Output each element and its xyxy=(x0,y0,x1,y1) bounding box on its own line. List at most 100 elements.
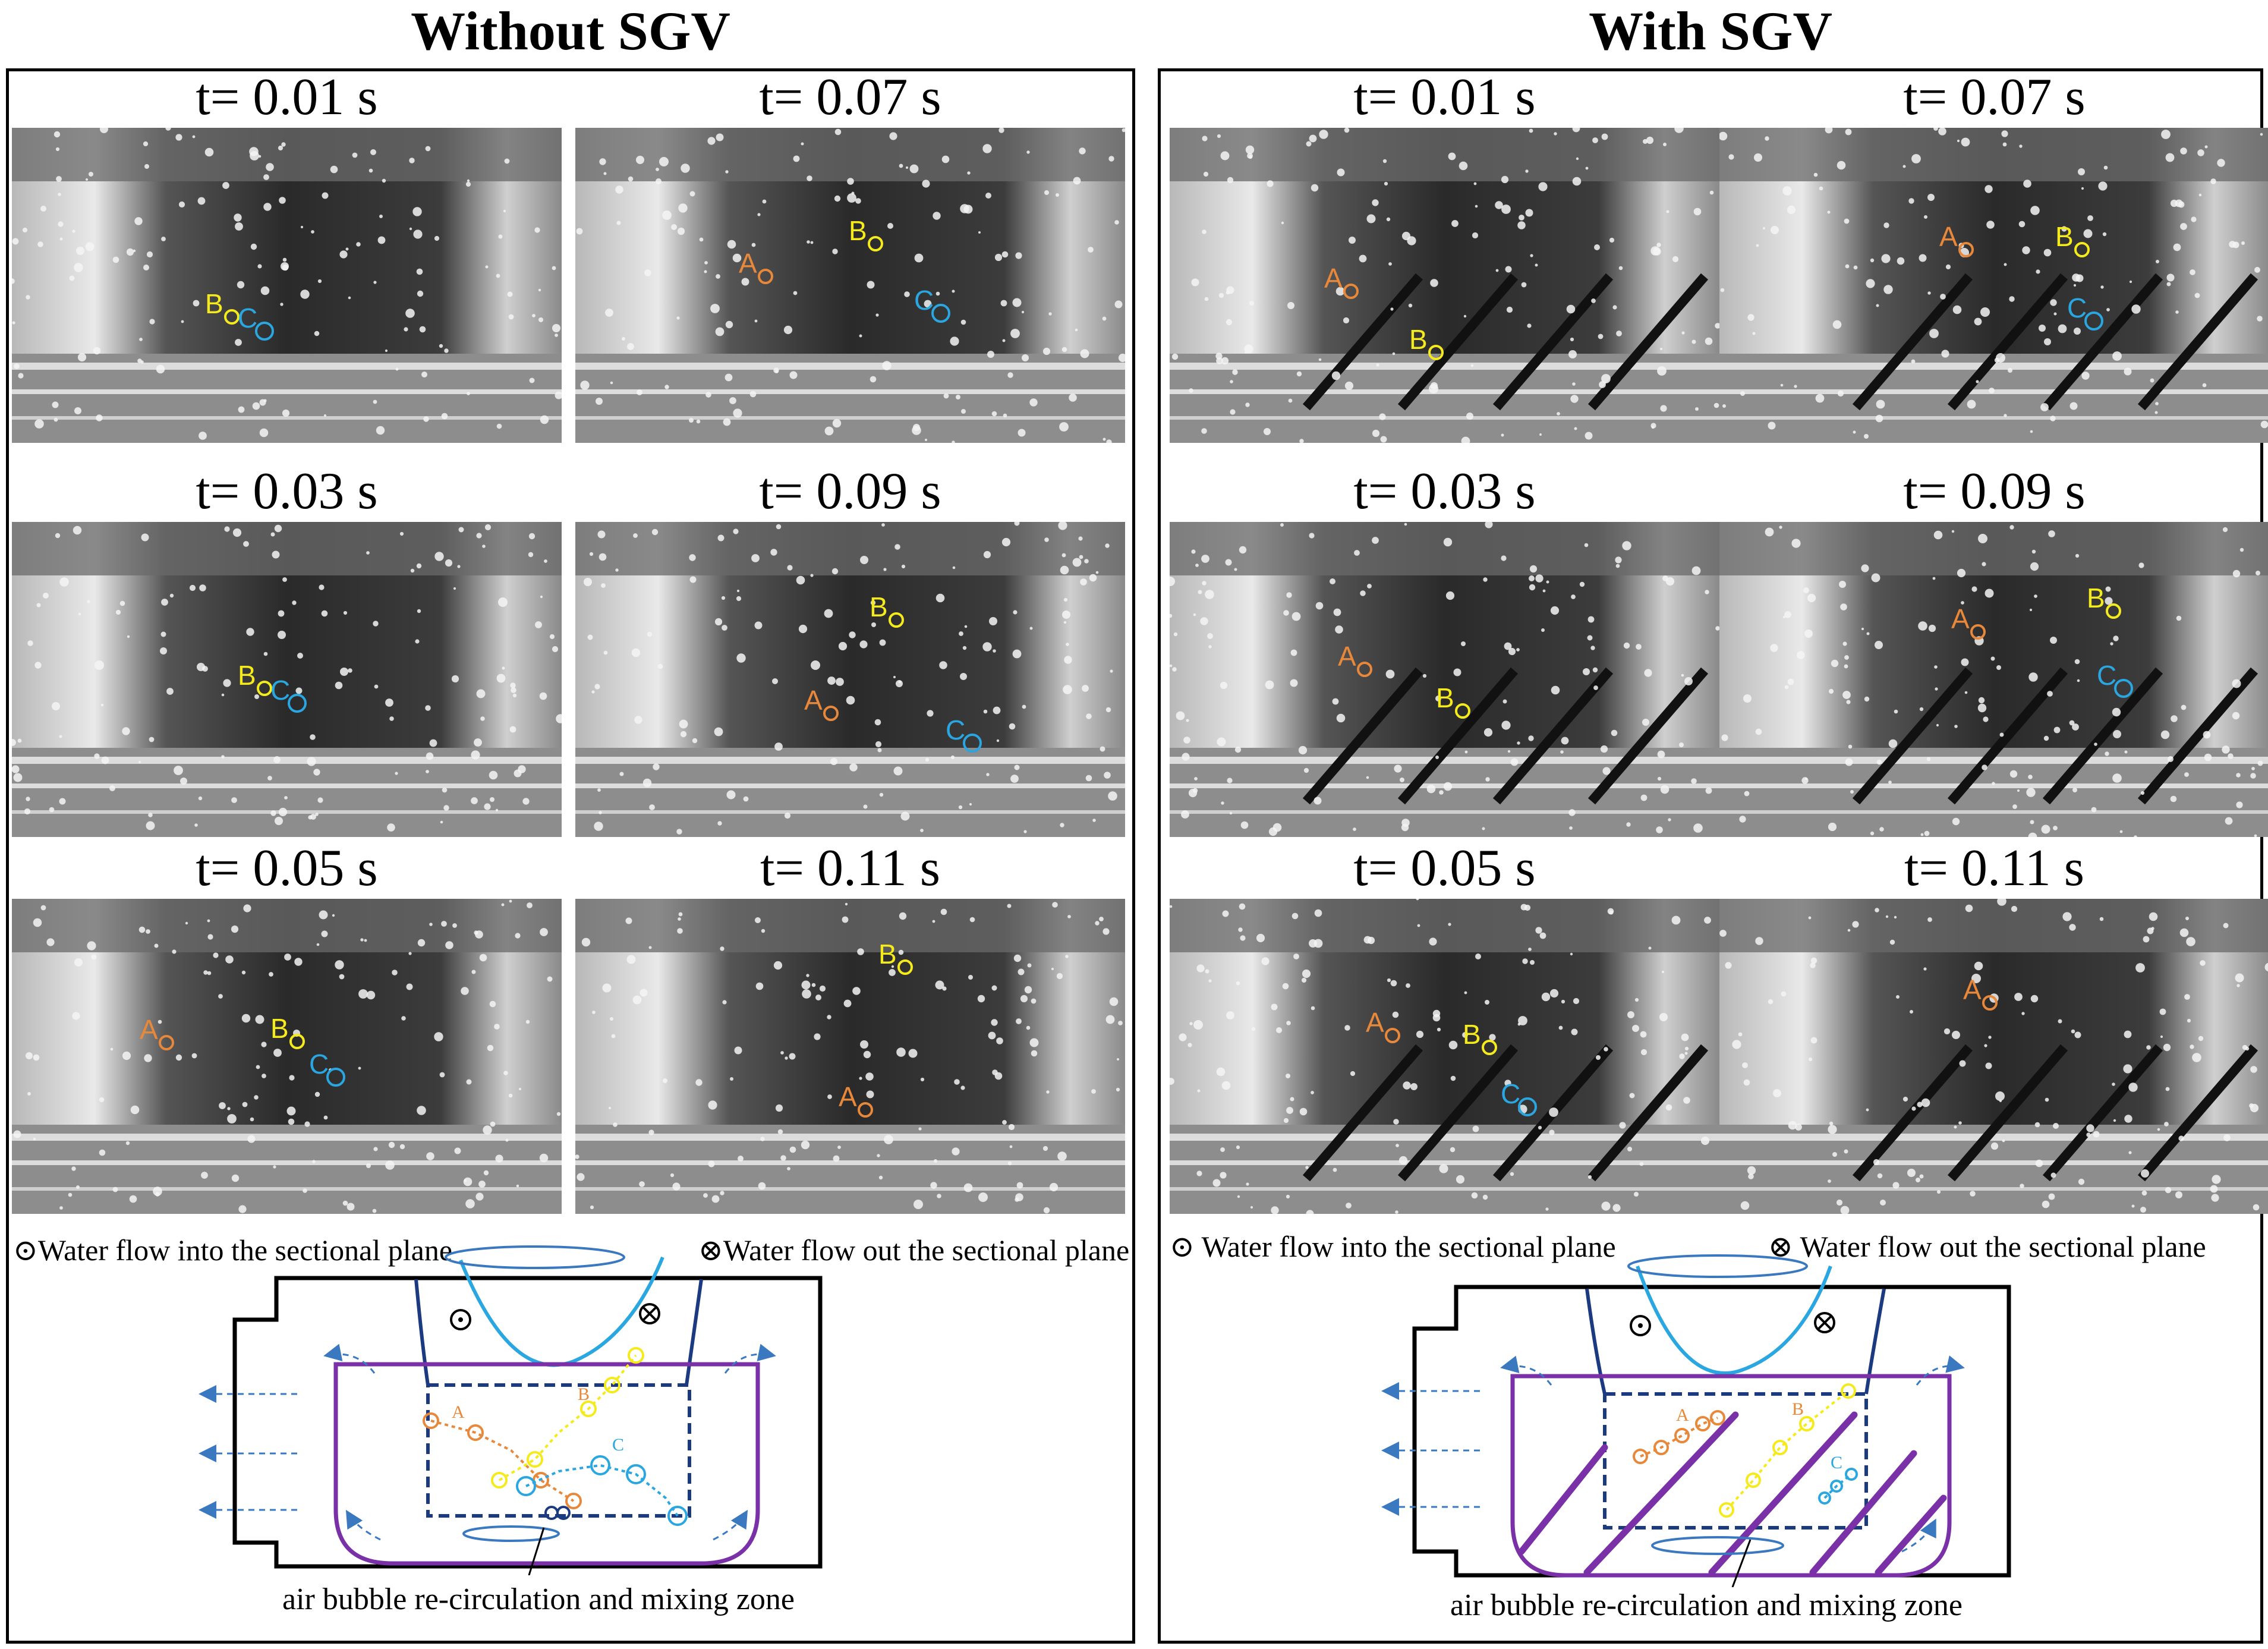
high-speed-photo xyxy=(575,128,1125,443)
legend-out-text: Water flow out the sectional plane xyxy=(1800,1230,2206,1263)
tracking-markers: A xyxy=(1963,974,1998,1011)
marker-a-label: A xyxy=(1324,263,1343,294)
flow-into-icon: ⊙ xyxy=(13,1233,38,1267)
marker-a-label: A xyxy=(739,248,757,279)
marker-c-circle xyxy=(255,322,274,341)
tank-outline xyxy=(1412,1285,2011,1578)
marker-c-label: C xyxy=(946,715,965,745)
schematic-without-sgv: A B C xyxy=(199,1245,823,1575)
high-speed-photo xyxy=(12,128,562,443)
track-label-A: A xyxy=(1676,1405,1689,1425)
track-B xyxy=(1719,1383,1856,1518)
flow-out-icon: ⊗ xyxy=(698,1233,723,1267)
frame-time-label: t= 0.01 s xyxy=(196,68,378,126)
legend-into-left: ⊙Water flow into the sectional plane xyxy=(13,1235,452,1265)
marker-b-circle xyxy=(2106,603,2121,619)
marker-b-label: B xyxy=(1463,1019,1481,1050)
track-C xyxy=(516,1455,688,1526)
vessel-outline xyxy=(333,1362,760,1566)
marker-b-circle xyxy=(1455,703,1470,719)
marker-c-label: C xyxy=(2067,292,2087,323)
photo-frame-left-3: A B C xyxy=(575,522,1125,837)
legend-out-text: Water flow out the sectional plane xyxy=(723,1233,1130,1267)
marker-b-circle xyxy=(289,1034,305,1049)
marker-b-label: B xyxy=(878,939,897,970)
bubbles xyxy=(544,1506,571,1520)
high-speed-photo xyxy=(1170,899,1719,1214)
track-label-B: B xyxy=(1792,1399,1804,1419)
photo-frame-right-5: A xyxy=(1719,899,2268,1214)
flow-into-marker xyxy=(1630,1315,1651,1336)
marker-a-label: A xyxy=(1366,1007,1384,1038)
marker-b-label: B xyxy=(2055,221,2074,252)
frame-time-label: t= 0.03 s xyxy=(1353,462,1536,520)
marker-c-label: C xyxy=(238,303,257,333)
marker-c-label: C xyxy=(914,285,934,316)
marker-b-label: B xyxy=(870,591,888,622)
marker-a-label: A xyxy=(1338,641,1356,672)
marker-b-circle xyxy=(2074,242,2090,257)
tracking-markers: AB xyxy=(839,939,913,1118)
track-A xyxy=(1633,1410,1725,1464)
legend-into-text: Water flow into the sectional plane xyxy=(1201,1230,1616,1263)
marker-b-label: B xyxy=(1436,682,1454,713)
marker-b-circle xyxy=(1482,1040,1497,1055)
legend-out-right: ⊗ Water flow out the sectional plane xyxy=(1768,1232,2206,1261)
high-speed-photo xyxy=(1170,128,1719,443)
marker-c-label: C xyxy=(270,675,290,706)
marker-a-label: A xyxy=(140,1014,158,1045)
high-speed-photo xyxy=(12,522,562,837)
marker-b-label: B xyxy=(205,288,223,319)
tracking-markers: A BC xyxy=(1366,1007,1537,1116)
frame-time-label: t= 0.11 s xyxy=(1904,839,2085,897)
marker-b-circle xyxy=(889,612,904,628)
track-label-C: C xyxy=(1831,1453,1842,1472)
marker-c-circle xyxy=(288,694,307,713)
heading-with-sgv: With SGV xyxy=(1589,1,1832,61)
marker-c-label: C xyxy=(309,1049,329,1080)
marker-c-label: C xyxy=(1501,1078,1520,1109)
frame-time-label: t= 0.03 s xyxy=(196,462,378,520)
marker-b-circle xyxy=(1428,345,1444,360)
caption-without-sgv: air bubble re-circulation and mixing zon… xyxy=(282,1582,795,1616)
frame-time-label: t= 0.05 s xyxy=(196,839,378,897)
marker-a-circle xyxy=(1958,242,1974,257)
caption-with-sgv: air bubble re-circulation and mixing zon… xyxy=(1450,1588,1963,1622)
marker-a-circle xyxy=(1970,624,1986,640)
marker-a-circle xyxy=(858,1102,873,1118)
track-label-A: A xyxy=(452,1402,465,1422)
marker-c-circle xyxy=(1518,1097,1537,1116)
legend-out-left: ⊗Water flow out the sectional plane xyxy=(698,1235,1129,1265)
high-speed-photo xyxy=(575,522,1125,837)
inlet-wall-right xyxy=(1864,1288,1886,1395)
frame-time-label: t= 0.07 s xyxy=(1903,68,2086,126)
marker-a-label: A xyxy=(1951,603,1970,634)
tracking-markers: AB xyxy=(1338,641,1470,719)
marker-a-circle xyxy=(159,1035,174,1050)
frame-time-label: t= 0.01 s xyxy=(1353,68,1536,126)
marker-c-circle xyxy=(963,734,982,753)
flow-into-icon: ⊙ xyxy=(1170,1230,1195,1263)
marker-a-circle xyxy=(1385,1028,1400,1043)
marker-b-label: B xyxy=(849,215,867,246)
marker-c-circle xyxy=(931,304,950,323)
marker-b-circle xyxy=(868,236,883,251)
track-C xyxy=(1818,1468,1858,1505)
marker-c-circle xyxy=(326,1068,345,1087)
frame-time-label: t= 0.09 s xyxy=(1903,462,2086,520)
flow-into-marker xyxy=(450,1309,471,1330)
photo-frame-right-1: A B C xyxy=(1719,128,2268,443)
swirl-top xyxy=(1627,1254,1808,1278)
marker-b-circle xyxy=(897,959,913,975)
high-speed-photo xyxy=(1719,522,2268,837)
marker-b-label: B xyxy=(2087,583,2105,613)
swirl-top xyxy=(445,1245,625,1269)
marker-b-label: B xyxy=(270,1013,289,1044)
photo-frame-right-3: A B C xyxy=(1719,522,2268,837)
track-A xyxy=(423,1412,582,1509)
